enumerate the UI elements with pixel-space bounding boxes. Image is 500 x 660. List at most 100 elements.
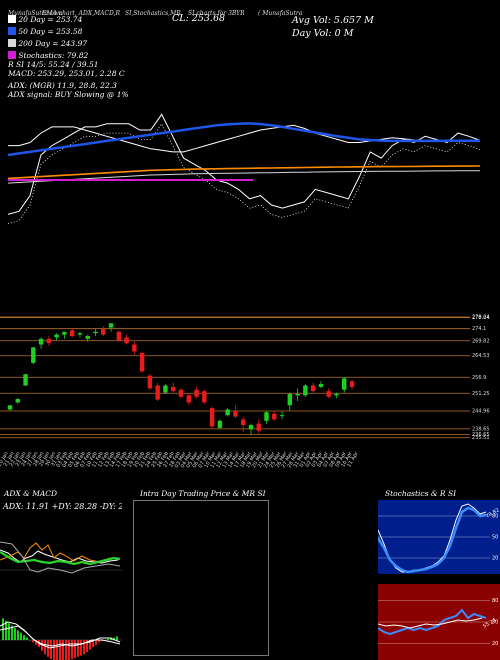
price-level-label: 274.1 — [472, 326, 486, 332]
macd-line — [0, 621, 121, 649]
rsi-level-label: 80 — [492, 598, 498, 604]
ema50-label: 50 Day = 253.58 — [18, 27, 83, 36]
candle-body — [209, 408, 215, 427]
adx-label: ADX: (MGR) 11.9, 28.8, 22.3 — [8, 81, 117, 90]
candle-body — [7, 405, 13, 410]
macd-bar — [23, 635, 25, 640]
candle-body — [272, 413, 277, 420]
candle-body — [342, 378, 347, 390]
candle-body — [69, 330, 75, 337]
candle-body — [256, 423, 261, 431]
macd-bar — [29, 640, 31, 641]
adx-values-label: ADX: 11.91 +DY: 28.28 -DY: 22.26 — [2, 502, 122, 511]
stoch-level-label: 80 — [492, 514, 498, 520]
title-part-2: EMA chart, ADX,MACD,R — [42, 10, 121, 17]
ema50-legend: 50 Day = 253.58 — [8, 27, 82, 36]
adx-signal-label: ADX signal: BUY Slowing @ 1% — [8, 90, 129, 99]
title-part-4: SI charts for 3BYR — [188, 10, 245, 17]
macd-bar — [35, 640, 37, 645]
candle-body — [233, 410, 238, 417]
macd-bar — [41, 640, 43, 651]
price-level-label: 269.82 — [472, 338, 490, 344]
stoch-d-line — [378, 506, 487, 574]
candle-body — [279, 415, 285, 417]
ema20-swatch — [8, 15, 16, 23]
candle-body — [147, 375, 153, 389]
avg-volume-label: Avg Vol: 5.657 M — [292, 15, 374, 26]
title-part-3: SI,Stochastics,MR — [125, 10, 181, 17]
macd-bar — [59, 640, 61, 660]
macd-bar — [65, 640, 67, 660]
ema20-legend: 20 Day = 253.74 — [8, 15, 82, 24]
price-level-label: 278.04 — [472, 315, 490, 321]
stoch-label: Stochastics: 79.82 — [18, 51, 89, 60]
title-part-5: ( MunafaSutra — [258, 10, 303, 17]
close-price-label: CL: 253.68 — [172, 13, 226, 24]
macd-bar — [5, 620, 7, 640]
macd-bar — [101, 640, 103, 642]
price-level-label: 251.25 — [472, 391, 490, 397]
macd-bar — [116, 636, 118, 640]
candle-body — [194, 389, 199, 397]
stoch-level-label: 20 — [492, 556, 498, 562]
rsi-level-label: 50 — [492, 620, 498, 626]
minus-di-line — [0, 551, 121, 566]
adx-panel-title: ADX & MACD — [4, 489, 58, 498]
candle-body — [132, 344, 137, 352]
macd-bar — [77, 640, 79, 657]
candle-body — [334, 393, 339, 396]
candle-body — [46, 338, 52, 344]
candle-body — [240, 419, 246, 426]
price-level-label: 236.65 — [472, 432, 490, 438]
macd-bar — [74, 640, 76, 658]
rsi-level-label: 20 — [492, 641, 498, 647]
candle-body — [108, 323, 114, 328]
macd-bar — [62, 640, 64, 660]
candle-body — [248, 425, 254, 430]
macd-bar — [44, 640, 46, 655]
candle-body — [303, 385, 308, 396]
macd-bar — [17, 630, 19, 640]
price-level-label: 235.51 — [472, 435, 490, 441]
intraday-panel-title: Intra Day Trading Price & MR SI — [140, 489, 266, 498]
candle-body — [349, 381, 355, 387]
candle-body — [31, 347, 36, 363]
macd-bar — [53, 640, 55, 660]
candle-body — [225, 409, 230, 416]
candle-body — [54, 334, 59, 338]
candle-body — [310, 385, 316, 392]
macd-label: MACD: 253.29, 253.01, 2.28 C — [8, 69, 125, 78]
macd-bar — [83, 640, 85, 655]
macd-bar — [95, 640, 97, 645]
macd-bar — [98, 640, 100, 643]
candle-body — [101, 328, 106, 335]
stoch-legend: Stochastics: 79.82 — [8, 51, 88, 60]
candle-body — [116, 331, 122, 341]
candle-body — [171, 386, 176, 392]
candle-body — [93, 331, 98, 334]
macd-bar — [68, 640, 70, 660]
macd-bar — [8, 623, 10, 640]
ema200-line — [7, 170, 480, 184]
candle-body — [124, 337, 129, 344]
stoch-swatch — [8, 51, 16, 59]
price-channel-line — [7, 123, 481, 225]
price-level-label: 256.9 — [472, 375, 486, 381]
candle-body — [38, 338, 44, 345]
ema50-line — [7, 122, 480, 157]
candle-body — [15, 399, 20, 403]
price-level-label: 238.65 — [472, 426, 490, 432]
macd-bar — [71, 640, 73, 660]
macd-bar — [32, 640, 34, 643]
price-line — [7, 113, 481, 215]
candle-body — [77, 333, 83, 335]
price-level-label: 264.53 — [472, 353, 490, 359]
candle-body — [202, 391, 207, 403]
ema100-line — [7, 165, 481, 180]
rsi-line — [378, 608, 487, 636]
candle-body — [155, 385, 160, 400]
intraday-panel — [133, 500, 269, 656]
candle-body — [318, 384, 324, 387]
title-part-1: MunafaSutra.com — [8, 10, 63, 17]
